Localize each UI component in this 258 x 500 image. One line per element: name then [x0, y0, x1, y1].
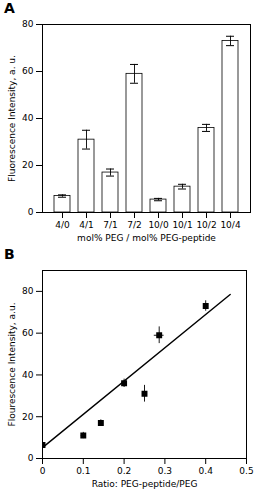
html-text:A: A [4, 0, 15, 16]
svg-text:7/1: 7/1 [103, 220, 117, 230]
svg-text:mol% PEG / mol% PEG-peptide: mol% PEG / mol% PEG-peptide [77, 233, 216, 243]
svg-text:60: 60 [22, 328, 34, 338]
svg-text:40: 40 [22, 370, 34, 380]
svg-text:Flourescence Intensity, a.u.: Flourescence Intensity, a.u. [7, 303, 17, 427]
svg-text:Ratio: PEG-peptide/PEG: Ratio: PEG-peptide/PEG [92, 479, 198, 489]
svg-text:0: 0 [28, 207, 34, 217]
svg-text:0.2: 0.2 [117, 466, 131, 476]
svg-text:10/2: 10/2 [196, 220, 216, 230]
svg-text:20: 20 [22, 160, 34, 170]
svg-text:4/0: 4/0 [55, 220, 70, 230]
svg-text:20: 20 [22, 412, 34, 422]
svg-text:10/1: 10/1 [172, 220, 192, 230]
svg-text:10/0: 10/0 [148, 220, 168, 230]
svg-text:40: 40 [22, 113, 34, 123]
svg-text:0: 0 [28, 453, 34, 463]
svg-text:60: 60 [22, 66, 34, 76]
svg-text:4/1: 4/1 [79, 220, 93, 230]
svg-text:Fluorescence Intensity, a. u.: Fluorescence Intensity, a. u. [7, 55, 17, 182]
svg-text:0.5: 0.5 [239, 466, 253, 476]
svg-text:0.1: 0.1 [76, 466, 90, 476]
svg-text:80: 80 [22, 286, 34, 296]
svg-text:0.3: 0.3 [158, 466, 172, 476]
svg-text:80: 80 [22, 19, 34, 29]
svg-text:7/2: 7/2 [127, 220, 141, 230]
html-text:B: B [4, 246, 15, 262]
svg-text:10/4: 10/4 [220, 220, 240, 230]
svg-text:0: 0 [40, 466, 46, 476]
svg-text:0.4: 0.4 [199, 466, 214, 476]
